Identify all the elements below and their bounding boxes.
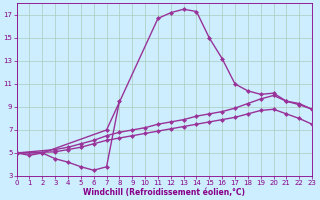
X-axis label: Windchill (Refroidissement éolien,°C): Windchill (Refroidissement éolien,°C): [84, 188, 245, 197]
